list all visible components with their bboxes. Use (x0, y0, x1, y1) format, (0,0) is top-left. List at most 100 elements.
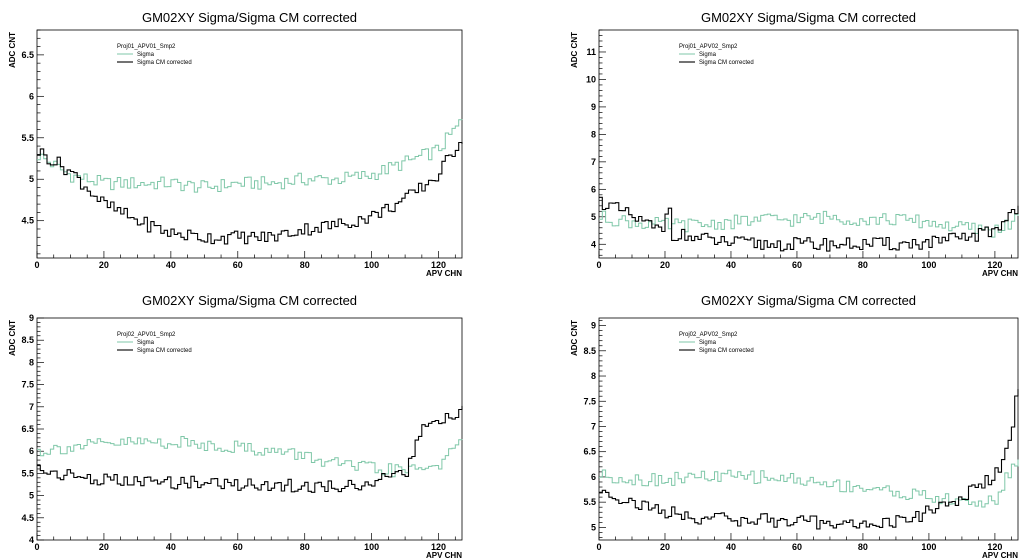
y-axis-label: ADC CNT (8, 32, 17, 68)
x-tick-label: 100 (921, 542, 936, 552)
x-tick-label: 40 (166, 260, 176, 270)
series-sigma-cm-corrected-line (37, 141, 463, 245)
y-tick-label: 7 (591, 421, 596, 431)
x-tick-label: 120 (987, 542, 1002, 552)
legend-label: Sigma CM corrected (137, 348, 192, 354)
chart-panel-3: GM02XY Sigma/Sigma CM corrected 0 20 40 60 80… (8, 293, 463, 560)
plot-frame (598, 317, 1019, 541)
y-tick-label: 9 (591, 321, 596, 331)
chart-title: GM02XY Sigma/Sigma CM corrected (142, 293, 357, 308)
x-tick-label: 100 (921, 260, 936, 270)
plot-frame (36, 317, 463, 541)
y-tick-label: 9 (29, 313, 34, 323)
x-axis-label: APV CHN (426, 551, 462, 560)
legend-header: Proj02_APV02_Smp2 (679, 332, 738, 338)
x-tick-label: 120 (431, 542, 446, 552)
x-tick-label: 60 (792, 260, 802, 270)
series-sigma-cm-corrected-line (599, 389, 1019, 530)
legend-label: Sigma (699, 52, 717, 58)
plot-frame (36, 29, 463, 259)
x-tick-label: 60 (233, 542, 243, 552)
y-tick-label: 8.5 (583, 346, 596, 356)
y-tick-label: 6.5 (21, 50, 34, 60)
x-tick-label: 60 (792, 542, 802, 552)
x-tick-label: 120 (987, 260, 1002, 270)
y-tick-label: 5 (591, 212, 596, 222)
y-tick-label: 8 (591, 371, 596, 381)
y-tick-label: 5 (591, 522, 596, 532)
legend-label: Sigma (699, 340, 717, 346)
y-tick-label: 8 (29, 357, 34, 367)
series-sigma-cm-corrected-line (599, 196, 1019, 252)
y-tick-label: 9 (591, 102, 596, 112)
y-tick-label: 7.5 (21, 380, 34, 390)
x-tick-label: 80 (858, 542, 868, 552)
chart-panel-4: GM02XY Sigma/Sigma CM corrected 0 20 40 60 80… (570, 293, 1019, 560)
x-tick-label: 20 (660, 542, 670, 552)
x-tick-label: 40 (166, 542, 176, 552)
x-tick-label: 100 (364, 542, 379, 552)
legend-label: Sigma (137, 340, 155, 346)
y-tick-label: 4.5 (21, 513, 34, 523)
x-tick-label: 0 (34, 260, 39, 270)
chart-title: GM02XY Sigma/Sigma CM corrected (701, 10, 916, 25)
legend-label: Sigma CM corrected (137, 60, 192, 66)
y-tick-label: 6 (29, 446, 34, 456)
x-tick-label: 120 (431, 260, 446, 270)
y-tick-label: 4.5 (21, 216, 34, 226)
x-tick-label: 40 (726, 542, 736, 552)
x-tick-label: 20 (660, 260, 670, 270)
y-axis-label: ADC CNT (570, 32, 579, 68)
y-tick-label: 4 (591, 239, 596, 249)
series-sigma-line (599, 210, 1019, 238)
plot-frame (598, 29, 1019, 259)
y-tick-label: 5.5 (21, 468, 34, 478)
y-tick-label: 7 (591, 157, 596, 167)
series-sigma-line (37, 119, 463, 193)
y-tick-label: 8 (591, 129, 596, 139)
x-tick-label: 20 (99, 542, 109, 552)
y-tick-label: 6 (29, 91, 34, 101)
y-tick-label: 6 (591, 472, 596, 482)
x-axis-label: APV CHN (982, 269, 1018, 278)
x-tick-label: 80 (300, 542, 310, 552)
chart-title: GM02XY Sigma/Sigma CM corrected (701, 293, 916, 308)
series-sigma-line (599, 459, 1019, 508)
x-tick-label: 40 (726, 260, 736, 270)
y-tick-label: 6.5 (583, 447, 596, 457)
legend-header: Proj02_APV01_Smp2 (117, 332, 176, 338)
y-tick-label: 5 (29, 174, 34, 184)
y-tick-label: 10 (586, 74, 596, 84)
legend-header: Proj01_APV01_Smp2 (117, 44, 176, 50)
y-tick-label: 7 (29, 402, 34, 412)
x-tick-label: 0 (596, 260, 601, 270)
y-tick-label: 5.5 (583, 497, 596, 507)
x-tick-label: 100 (364, 260, 379, 270)
x-axis-label: APV CHN (426, 269, 462, 278)
legend-label: Sigma (137, 52, 155, 58)
chart-title: GM02XY Sigma/Sigma CM corrected (142, 10, 357, 25)
x-tick-label: 0 (596, 542, 601, 552)
y-tick-label: 5.5 (21, 133, 34, 143)
y-tick-label: 8.5 (21, 335, 34, 345)
x-tick-label: 80 (858, 260, 868, 270)
x-tick-label: 20 (99, 260, 109, 270)
y-tick-label: 5 (29, 491, 34, 501)
series-sigma-cm-corrected-line (37, 405, 463, 493)
y-tick-label: 4 (29, 535, 34, 545)
chart-panel-2: GM02XY Sigma/Sigma CM corrected 0 20 40 60 80… (570, 10, 1019, 278)
legend-label: Sigma CM corrected (699, 60, 754, 66)
y-tick-label: 11 (586, 47, 596, 57)
x-tick-label: 60 (233, 260, 243, 270)
legend-header: Proj01_APV02_Smp2 (679, 44, 738, 50)
legend-label: Sigma CM corrected (699, 348, 754, 354)
x-tick-label: 80 (300, 260, 310, 270)
y-tick-label: 6 (591, 184, 596, 194)
y-tick-label: 7.5 (583, 396, 596, 406)
x-tick-label: 0 (34, 542, 39, 552)
y-axis-label: ADC CNT (8, 320, 17, 356)
x-axis-label: APV CHN (982, 551, 1018, 560)
y-axis-label: ADC CNT (570, 320, 579, 356)
y-tick-label: 6.5 (21, 424, 34, 434)
